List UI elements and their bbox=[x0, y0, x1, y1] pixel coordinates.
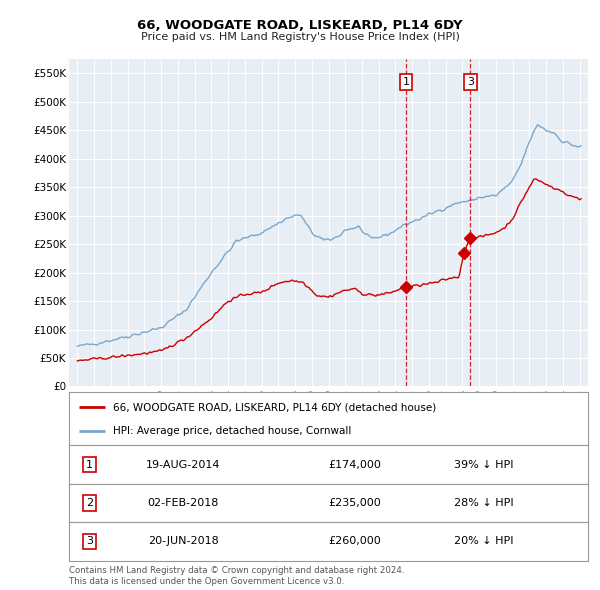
Text: 3: 3 bbox=[86, 536, 93, 546]
Text: £235,000: £235,000 bbox=[328, 498, 381, 508]
Text: 1: 1 bbox=[86, 460, 93, 470]
Text: 39% ↓ HPI: 39% ↓ HPI bbox=[454, 460, 514, 470]
Text: 3: 3 bbox=[467, 77, 474, 87]
Text: HPI: Average price, detached house, Cornwall: HPI: Average price, detached house, Corn… bbox=[113, 425, 352, 435]
Text: 20% ↓ HPI: 20% ↓ HPI bbox=[454, 536, 514, 546]
Text: Contains HM Land Registry data © Crown copyright and database right 2024.
This d: Contains HM Land Registry data © Crown c… bbox=[69, 566, 404, 586]
Text: 66, WOODGATE ROAD, LISKEARD, PL14 6DY (detached house): 66, WOODGATE ROAD, LISKEARD, PL14 6DY (d… bbox=[113, 402, 436, 412]
Text: £260,000: £260,000 bbox=[328, 536, 381, 546]
Text: Price paid vs. HM Land Registry's House Price Index (HPI): Price paid vs. HM Land Registry's House … bbox=[140, 32, 460, 42]
Text: 66, WOODGATE ROAD, LISKEARD, PL14 6DY: 66, WOODGATE ROAD, LISKEARD, PL14 6DY bbox=[137, 19, 463, 32]
Text: 20-JUN-2018: 20-JUN-2018 bbox=[148, 536, 218, 546]
Text: 1: 1 bbox=[403, 77, 410, 87]
Text: 02-FEB-2018: 02-FEB-2018 bbox=[148, 498, 219, 508]
Text: £174,000: £174,000 bbox=[328, 460, 381, 470]
Text: 2: 2 bbox=[86, 498, 94, 508]
Text: 19-AUG-2014: 19-AUG-2014 bbox=[146, 460, 220, 470]
Text: 28% ↓ HPI: 28% ↓ HPI bbox=[454, 498, 514, 508]
